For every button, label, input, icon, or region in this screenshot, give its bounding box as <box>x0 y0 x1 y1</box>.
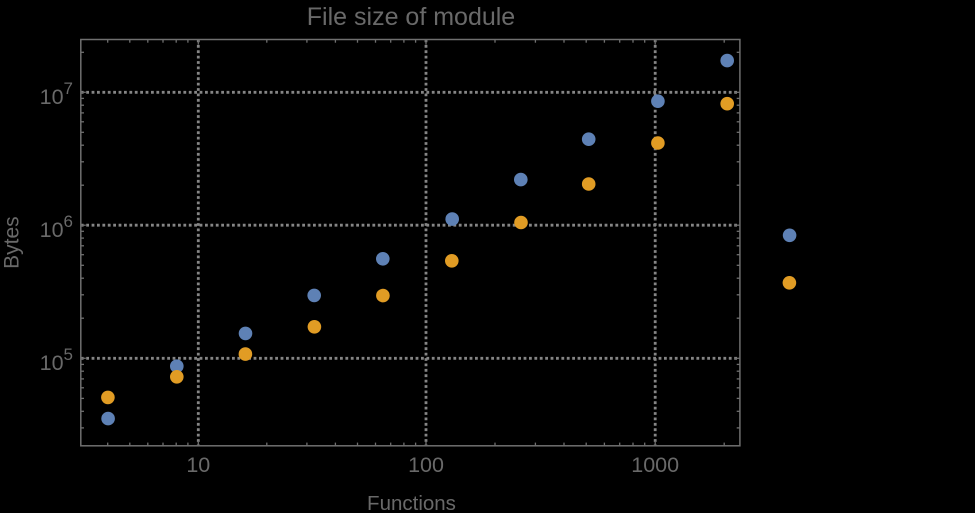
svg-text:1000: 1000 <box>631 453 679 477</box>
svg-text:Functions: Functions <box>367 492 456 513</box>
svg-text:Bytes: Bytes <box>1 216 24 269</box>
svg-text:File size of module: File size of module <box>307 3 515 31</box>
svg-text:10: 10 <box>186 453 210 477</box>
svg-text:100: 100 <box>408 453 444 477</box>
